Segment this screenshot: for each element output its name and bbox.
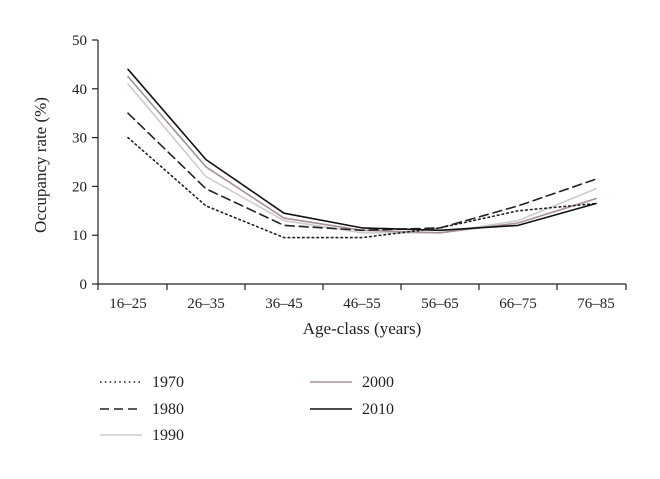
y-tick-label: 30: [72, 131, 87, 147]
legend-label-2010: 2010: [362, 401, 394, 418]
series-line-1990: [127, 83, 597, 234]
y-tick-label: 0: [80, 277, 88, 293]
x-tick-label: 36–45: [265, 296, 303, 312]
legend-label-1970: 1970: [152, 374, 184, 391]
y-axis-title: Occupancy rate (%): [31, 97, 50, 233]
x-tick-label: 16–25: [109, 296, 147, 312]
y-tick-label: 10: [72, 228, 87, 244]
x-tick-label: 76–85: [577, 296, 615, 312]
x-axis-title: Age-class (years): [303, 319, 421, 338]
legend: 1970 1980 1990 2000 2010: [100, 374, 394, 444]
y-tick-label: 20: [72, 179, 87, 195]
y-tick-label: 40: [72, 82, 87, 98]
x-tick-label: 46–55: [343, 296, 381, 312]
series-lines: [127, 68, 597, 239]
legend-label-1990: 1990: [152, 427, 184, 444]
x-tick-label: 26–35: [187, 296, 225, 312]
legend-label-1980: 1980: [152, 401, 184, 418]
x-tick-label: 56–65: [421, 296, 459, 312]
series-line-2010: [127, 68, 597, 232]
series-line-1980: [127, 112, 597, 232]
x-tick-label: 66–75: [499, 296, 537, 312]
y-tick-label: 50: [72, 33, 87, 49]
series-line-1970: [127, 136, 597, 239]
axes: 0 10 20 30 40 50 16–25 26–35 36–45 46–55 56–65 66–7…: [72, 33, 627, 312]
legend-label-2000: 2000: [362, 374, 394, 391]
